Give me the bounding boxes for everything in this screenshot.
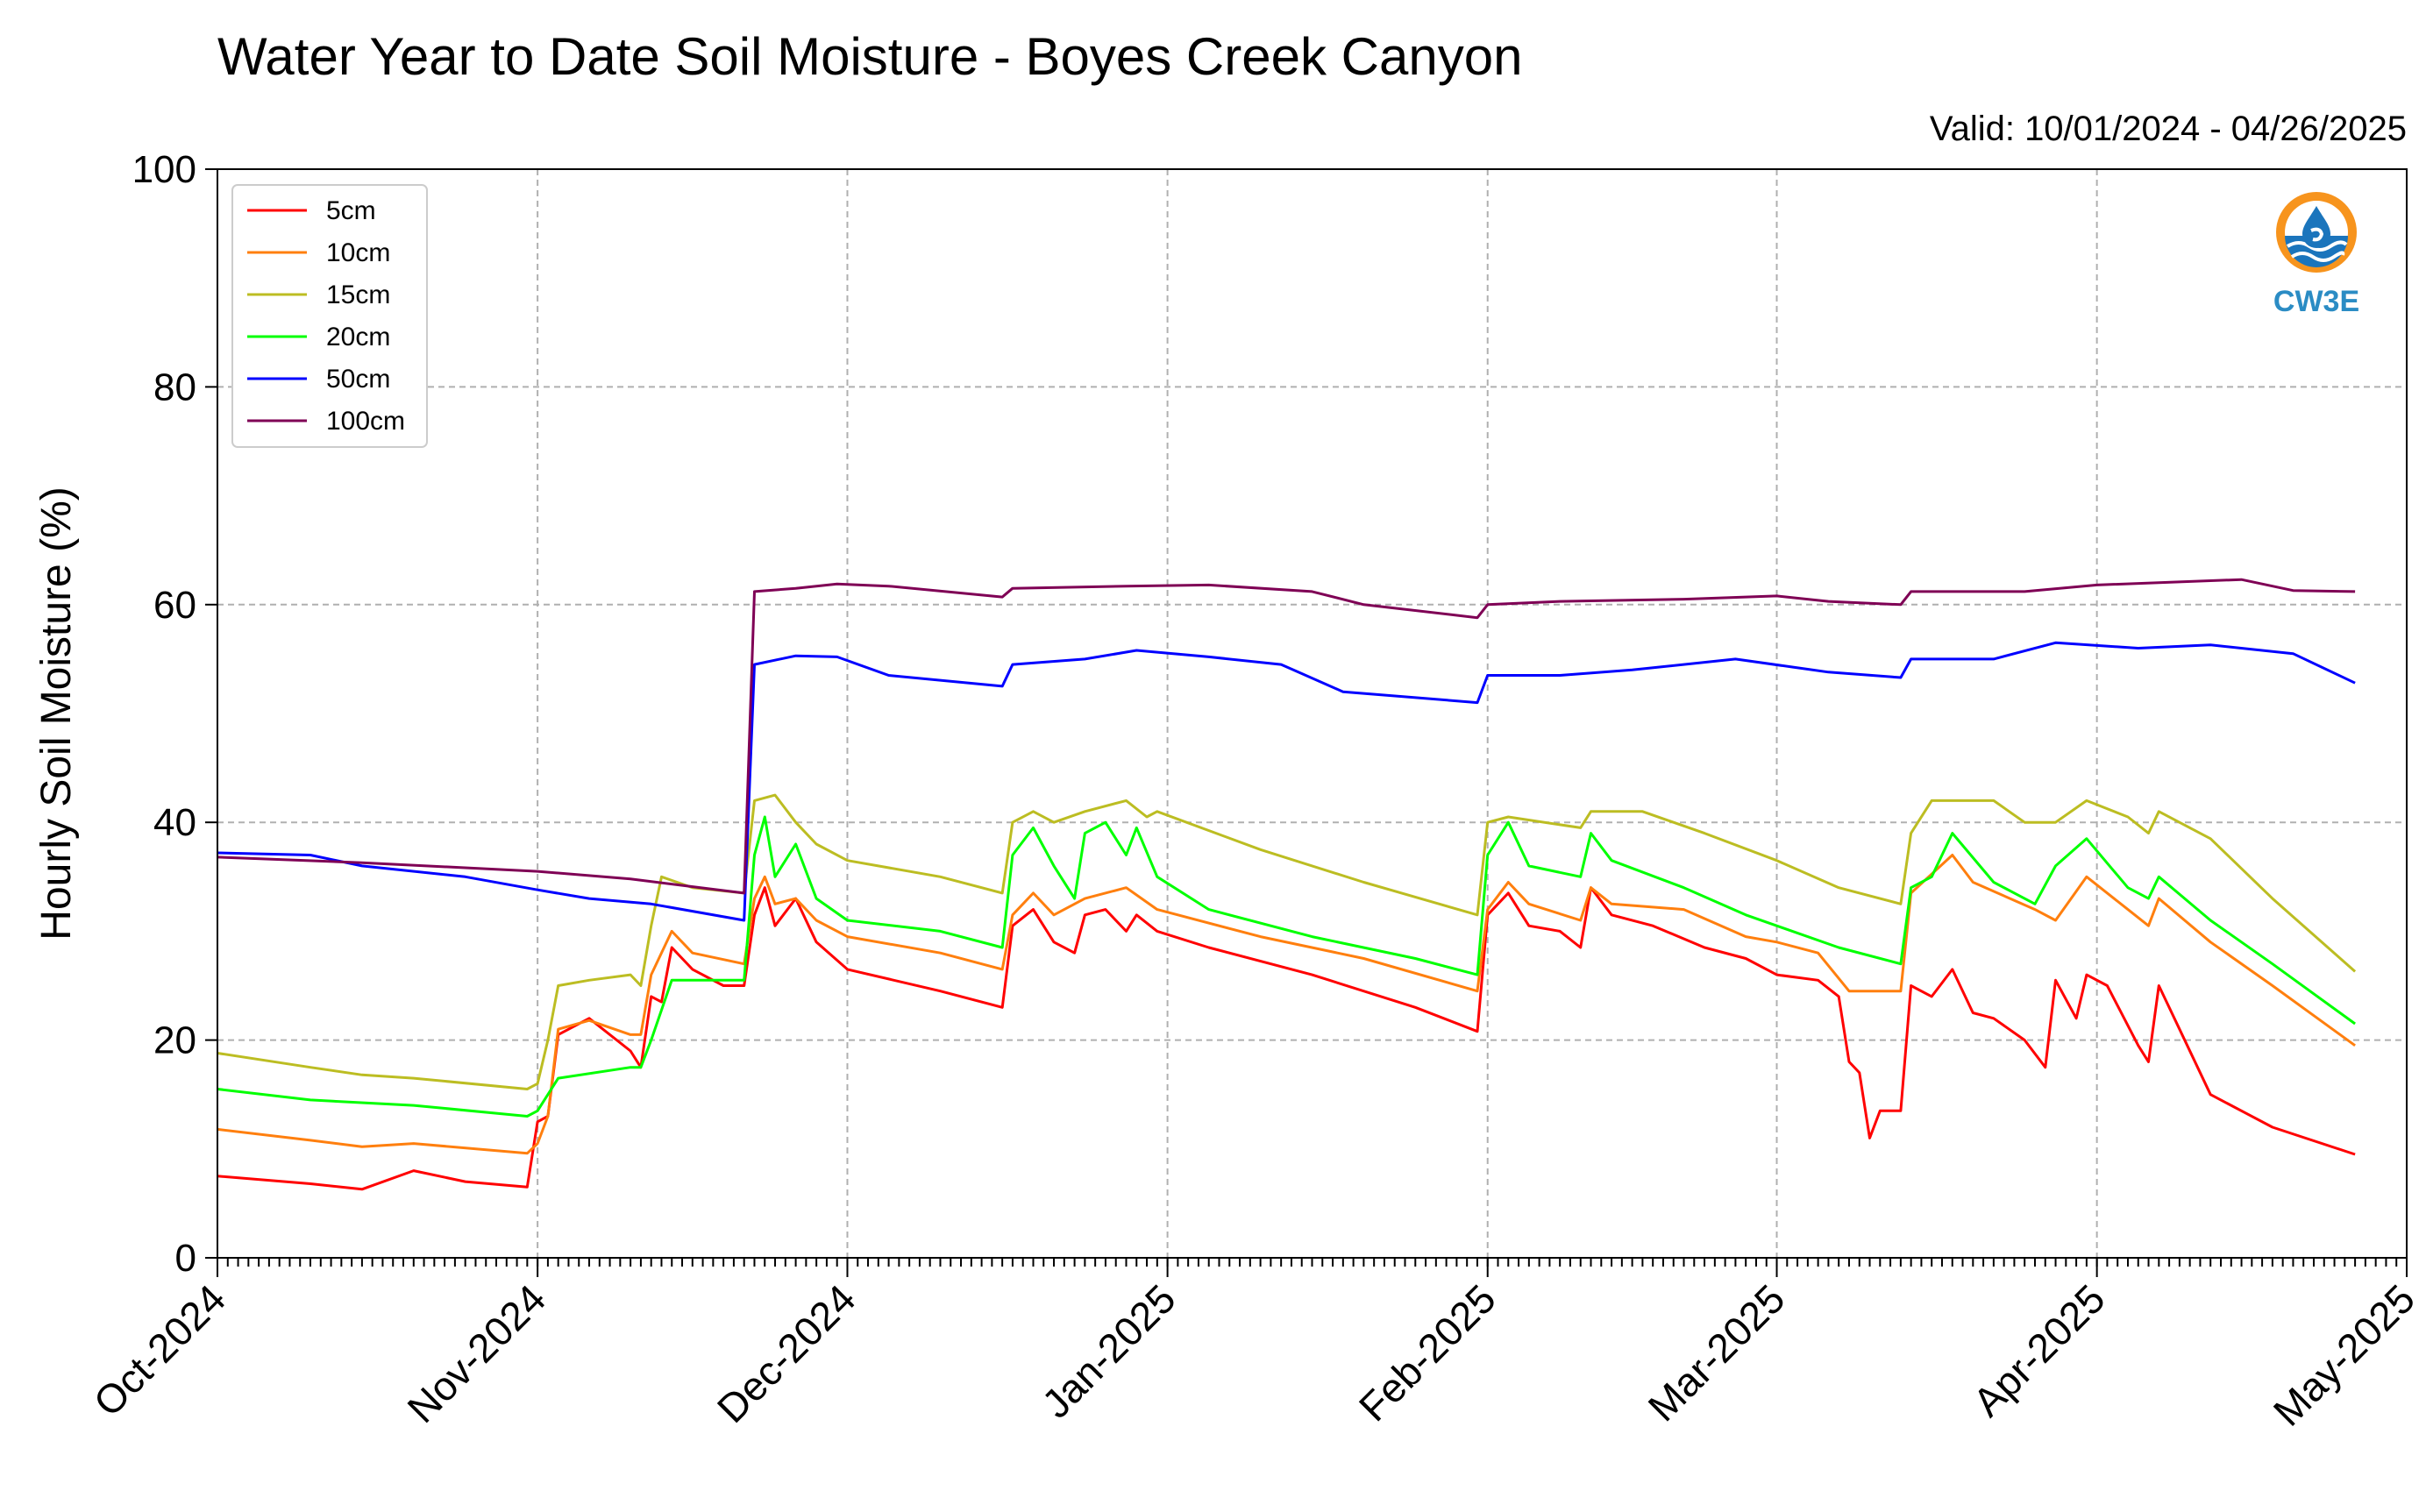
logo-text: CW3E [2273,285,2359,318]
y-tick-label: 0 [175,1237,196,1280]
logo-droplet-swirl [2310,227,2324,242]
x-tick-label: Nov-2024 [398,1275,554,1431]
x-tick-label: Jan-2025 [1033,1275,1184,1426]
grid-lines [217,169,2407,1258]
legend-label-100cm: 100cm [326,407,405,436]
series-line-20cm [217,815,2356,1118]
legend-label-50cm: 50cm [326,365,390,394]
x-tick-label: Feb-2025 [1350,1275,1505,1430]
series-line-50cm [217,641,2356,922]
x-tick-label: May-2025 [2265,1275,2423,1434]
plot-frame [217,168,2408,1259]
y-tick-label: 20 [153,1019,196,1062]
y-tick-label: 100 [132,148,196,191]
legend-label-15cm: 15cm [326,280,390,309]
legend-label-10cm: 10cm [326,238,390,267]
chart-title: Water Year to Date Soil Moisture - Boyes… [217,27,1522,86]
series-line-100cm [217,578,2356,895]
chart-subtitle: Valid: 10/01/2024 - 04/26/2025 [1930,110,2407,148]
cw3e-logo: CW3E [2273,192,2359,318]
x-tick-label: Dec-2024 [708,1275,864,1431]
legend-label-5cm: 5cm [326,196,376,225]
y-tick-label: 40 [153,801,196,844]
x-tick-labels: Oct-2024 Nov-2024 Dec-2024 Jan-2025 Feb-2025… [85,1275,2424,1434]
x-tick-label: Apr-2025 [1964,1275,2114,1425]
y-tick-labels: 0 20 40 60 80 100 [132,148,196,1280]
axis-ticks [205,168,2408,1277]
x-tick-label: Oct-2024 [85,1275,235,1425]
y-tick-label: 80 [153,366,196,408]
y-axis-label: Hourly Soil Moisture (%) [33,486,80,940]
logo-droplet-icon [2302,206,2330,248]
x-tick-label: Mar-2025 [1640,1275,1794,1430]
legend-label-20cm: 20cm [326,323,390,351]
legend: 5cm 10cm 15cm 20cm 50cm 100cm [231,184,428,448]
legend-box [231,184,428,448]
logo-wave-line [2286,240,2348,252]
logo-wave-line-2 [2290,251,2345,262]
series-line-15cm [217,793,2357,1090]
y-tick-label: 60 [153,584,196,627]
series-lines [217,578,2357,1191]
series-line-10cm [217,854,2356,1155]
series-line-5cm [217,886,2356,1191]
